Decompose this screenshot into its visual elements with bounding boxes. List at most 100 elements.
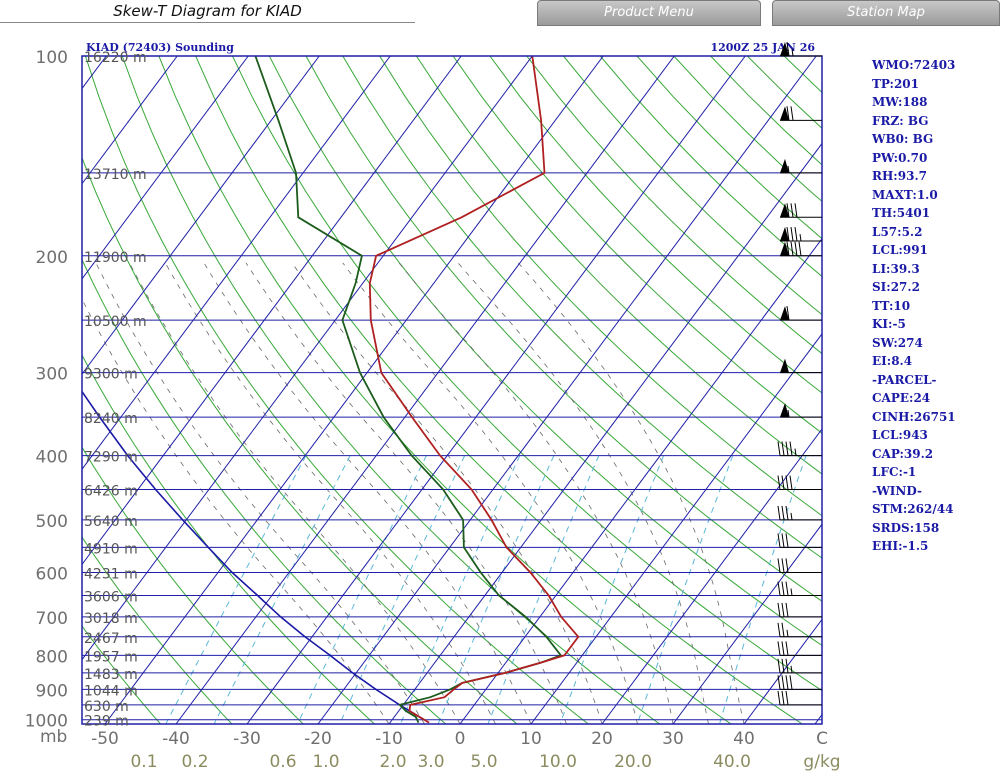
wind-barb xyxy=(777,622,822,638)
wind-barb-flag xyxy=(785,441,789,456)
stat-line: MAXT:1.0 xyxy=(872,187,938,202)
temperature-profile-line xyxy=(368,56,580,724)
mixing-ratio-tick-label: 0.6 xyxy=(269,752,296,772)
wind-barb-half-flag xyxy=(787,410,790,418)
isotherm-line xyxy=(82,56,320,375)
wind-barb-half-flag xyxy=(794,448,797,456)
mixing-ratio-line xyxy=(165,455,307,724)
mixing-ratio-line xyxy=(297,455,427,724)
dry-adiabat-line xyxy=(82,446,304,724)
wind-barb-flag xyxy=(790,203,794,218)
wind-barb-flag xyxy=(785,690,789,705)
wind-barb-flag xyxy=(781,641,785,656)
mixing-ratio-tick-label: 0.1 xyxy=(130,752,157,772)
mixing-ratio-tick-label: 2.0 xyxy=(379,752,406,772)
moist-adiabat-line xyxy=(245,262,567,724)
height-label: 1957 m xyxy=(84,649,138,665)
wind-barb-pennant xyxy=(780,106,789,121)
wind-barb-half-flag xyxy=(799,233,802,242)
wind-barb-flag xyxy=(794,203,798,218)
product-menu-button[interactable]: Product Menu xyxy=(537,0,761,26)
moist-adiabat-line xyxy=(164,262,496,724)
height-label: 16220 m xyxy=(84,50,147,66)
moist-adiabat-line xyxy=(129,262,461,724)
mixing-ratio-line xyxy=(719,455,807,724)
mixing-ratio-unit-label: g/kg xyxy=(803,752,840,772)
wind-barb-flag xyxy=(785,658,789,673)
wind-barb-pennant xyxy=(780,241,789,256)
wind-barb xyxy=(777,533,822,548)
isotherm-line xyxy=(459,237,822,724)
wind-barb-flag xyxy=(786,241,790,256)
dry-adiabat-line xyxy=(82,625,161,724)
wind-barb-flag xyxy=(777,658,781,673)
wind-barb xyxy=(777,505,822,521)
stat-line: KI:-5 xyxy=(872,317,906,331)
isotherm-line xyxy=(82,56,462,566)
height-label: 7290 m xyxy=(84,450,138,466)
wind-barb-flag xyxy=(790,106,794,121)
pressure-tick-label: 400 xyxy=(36,448,68,468)
stat-line: SW:274 xyxy=(872,335,923,350)
wind-barb xyxy=(777,641,822,656)
temperature-tick-label: -10 xyxy=(375,729,403,749)
mixing-ratio-tick-label: 0.2 xyxy=(181,752,208,772)
isotherm-line xyxy=(0,56,35,724)
wind-barb-flag xyxy=(781,675,785,690)
dewpoint-profile-line xyxy=(254,56,563,723)
pressure-tick-label: 900 xyxy=(36,681,68,701)
temperature-unit-label: C xyxy=(816,729,828,749)
stat-line: CAP:39.2 xyxy=(872,446,934,461)
wind-barb-flag xyxy=(785,641,789,656)
dry-adiabat-line xyxy=(342,56,822,559)
height-label: 3606 m xyxy=(84,590,138,606)
pressure-tick-label: 200 xyxy=(36,248,68,268)
stat-line: MW:188 xyxy=(872,95,928,109)
wind-barb xyxy=(777,658,822,674)
height-label: 10500 m xyxy=(84,314,147,330)
isotherm-line xyxy=(82,56,249,280)
mixing-ratio-line xyxy=(213,455,351,724)
pressure-tick-label: 1000 xyxy=(25,712,68,732)
wind-barb-pennant xyxy=(780,358,789,373)
wind-barb-pennant xyxy=(780,227,789,242)
height-label: 6426 m xyxy=(84,484,138,500)
wind-barb-flag xyxy=(777,690,781,705)
stat-line: -PARCEL- xyxy=(872,372,937,387)
mixing-ratio-tick-label: 20.0 xyxy=(614,752,652,772)
pressure-tick-label: 600 xyxy=(36,564,68,584)
dry-adiabat-line xyxy=(121,56,660,724)
isotherm-line xyxy=(672,523,822,724)
height-label: 1483 m xyxy=(84,667,138,683)
wind-barb xyxy=(780,403,822,418)
wind-barb xyxy=(780,203,822,218)
wind-barb-flag xyxy=(786,41,790,57)
wind-barb-flag xyxy=(786,306,790,321)
height-label: 9300 m xyxy=(84,367,138,383)
wind-barb-flag xyxy=(790,241,794,256)
wind-barb-flag xyxy=(790,226,794,242)
wind-barb-half-flag xyxy=(790,512,793,520)
mixing-ratio-line xyxy=(437,455,555,724)
wind-barb xyxy=(777,602,822,618)
wind-barb-pennant xyxy=(780,158,789,173)
wind-barb xyxy=(780,306,822,321)
wind-barb-flag xyxy=(781,658,785,673)
wind-barb-flag xyxy=(785,533,789,548)
moist-adiabat-line xyxy=(95,262,425,724)
wind-barb-flag xyxy=(777,533,781,548)
temperature-tick-label: -50 xyxy=(91,729,119,749)
stat-line: STM:262/44 xyxy=(872,502,954,516)
stat-line: RH:93.7 xyxy=(872,169,927,183)
wind-barb-flag xyxy=(785,581,789,596)
pressure-tick-label: 300 xyxy=(36,365,68,385)
wind-barb-flag xyxy=(777,475,781,490)
mixing-ratio-line xyxy=(339,455,466,724)
wind-barb xyxy=(780,158,822,174)
plot-frame xyxy=(81,55,823,725)
wind-barb xyxy=(780,226,822,242)
wind-barb-flag xyxy=(789,675,793,690)
dry-adiabat-line xyxy=(82,258,447,724)
wind-barb-flag xyxy=(777,505,781,520)
station-map-button[interactable]: Station Map xyxy=(772,0,1000,26)
